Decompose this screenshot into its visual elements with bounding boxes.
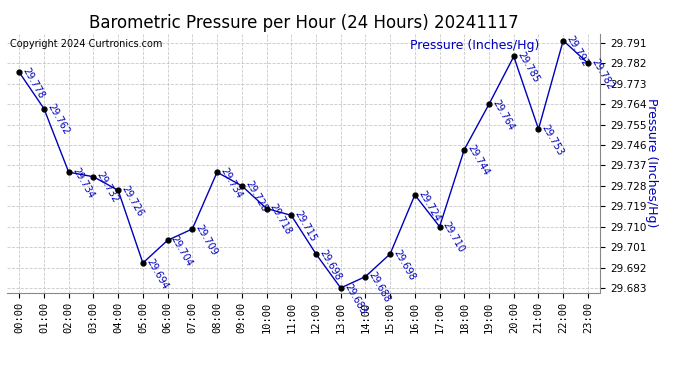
Text: 29.709: 29.709 [194, 222, 219, 257]
Text: 29.785: 29.785 [515, 50, 541, 84]
Text: Pressure (Inches/Hg): Pressure (Inches/Hg) [411, 39, 540, 52]
Text: 29.718: 29.718 [268, 202, 293, 237]
Text: 29.728: 29.728 [243, 179, 269, 214]
Text: 29.688: 29.688 [367, 270, 393, 304]
Text: 29.782: 29.782 [589, 57, 615, 92]
Text: 29.694: 29.694 [144, 256, 170, 291]
Text: 29.704: 29.704 [169, 234, 195, 268]
Text: 29.734: 29.734 [219, 166, 244, 200]
Text: 29.698: 29.698 [391, 248, 417, 282]
Text: 29.726: 29.726 [119, 184, 145, 218]
Text: 29.753: 29.753 [540, 123, 566, 157]
Text: 29.734: 29.734 [70, 166, 96, 200]
Text: Copyright 2024 Curtronics.com: Copyright 2024 Curtronics.com [10, 39, 162, 49]
Text: 29.764: 29.764 [491, 98, 516, 132]
Text: 29.724: 29.724 [416, 189, 442, 223]
Text: 29.715: 29.715 [293, 209, 318, 243]
Text: 29.710: 29.710 [441, 220, 466, 255]
Text: 29.778: 29.778 [21, 66, 46, 100]
Text: 29.732: 29.732 [95, 170, 121, 205]
Text: 29.683: 29.683 [342, 282, 368, 316]
Text: 29.698: 29.698 [317, 248, 343, 282]
Title: Barometric Pressure per Hour (24 Hours) 20241117: Barometric Pressure per Hour (24 Hours) … [89, 14, 518, 32]
Text: 29.792: 29.792 [564, 34, 590, 69]
Y-axis label: Pressure (Inches/Hg): Pressure (Inches/Hg) [644, 99, 658, 228]
Text: 29.744: 29.744 [466, 143, 491, 177]
Text: 29.762: 29.762 [46, 102, 71, 137]
